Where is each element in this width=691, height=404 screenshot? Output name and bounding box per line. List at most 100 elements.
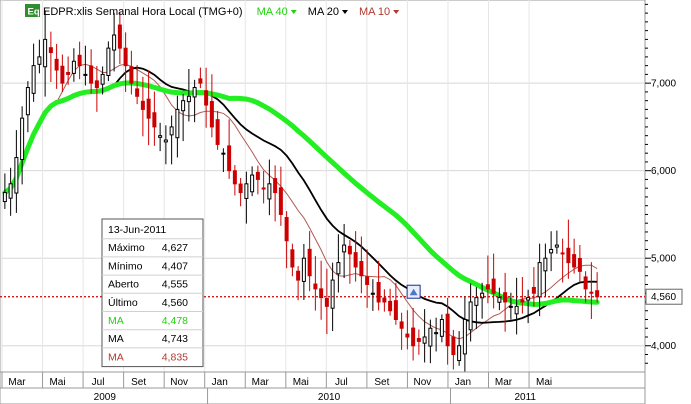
indicator-legend: MA 40 MA 20 MA 10	[257, 6, 400, 18]
candle	[405, 310, 410, 350]
candle	[238, 178, 243, 207]
candle	[531, 267, 536, 307]
y-tick-label: 6,000	[651, 166, 676, 177]
candle	[376, 260, 381, 311]
candle	[370, 279, 375, 311]
candle	[54, 43, 59, 89]
last-value-label: 4,560	[651, 292, 676, 303]
candle	[572, 238, 577, 274]
candle	[186, 68, 191, 122]
candle	[566, 219, 571, 279]
info-row-value: 4,555	[162, 279, 188, 291]
candles	[2, 10, 600, 381]
candle	[457, 331, 462, 366]
candle	[353, 231, 358, 282]
x-month-label: Nov	[414, 377, 432, 388]
x-month-label: Mar	[252, 377, 270, 388]
candle	[284, 211, 289, 269]
candle	[209, 74, 214, 138]
x-month-label: Jan	[212, 377, 228, 388]
candle	[485, 255, 490, 304]
info-row-value: 4,835	[162, 351, 188, 363]
indicator-ma-label[interactable]: MA 20	[308, 6, 339, 18]
candle	[48, 31, 53, 82]
x-month-label: Set	[374, 377, 389, 388]
info-row-value: 4,743	[162, 333, 188, 345]
grid	[0, 0, 645, 372]
candle	[365, 249, 370, 308]
candle	[445, 297, 450, 365]
info-row-label: MA	[108, 315, 124, 327]
candle	[2, 173, 7, 209]
last-value-tag: 4,560	[645, 288, 683, 305]
indicator-ma-label[interactable]: MA 40	[257, 6, 288, 18]
candle	[347, 240, 352, 284]
indicator-ma-label[interactable]: MA 10	[359, 6, 390, 18]
candle	[146, 70, 151, 146]
candle	[468, 283, 473, 342]
candle	[117, 12, 122, 65]
candle	[382, 289, 387, 312]
info-row-label: MA	[108, 333, 124, 345]
candle	[232, 165, 237, 196]
candle	[439, 314, 444, 343]
candle	[411, 307, 416, 361]
candle	[31, 43, 36, 102]
info-row-label: Aberto	[108, 279, 139, 291]
x-month-label: Mai	[536, 377, 552, 388]
candle	[227, 119, 232, 179]
candle	[422, 309, 427, 363]
candle	[192, 79, 197, 123]
candle	[428, 319, 433, 364]
candle	[106, 41, 111, 82]
candle	[250, 166, 255, 197]
candle	[434, 317, 439, 352]
dropdown-arrow-icon[interactable]	[290, 10, 297, 14]
candle	[560, 238, 565, 283]
ma40-line	[2, 80, 600, 308]
candle	[491, 253, 496, 309]
candle	[290, 243, 295, 277]
candle	[462, 295, 467, 381]
info-row-value: 4,407	[162, 260, 188, 272]
x-month-label: Mar	[495, 377, 513, 388]
y-tick-label: 5,000	[651, 254, 676, 265]
candle	[388, 288, 393, 316]
candle	[123, 32, 128, 93]
candle	[267, 159, 272, 216]
x-month-label: Jul	[92, 377, 105, 388]
candle	[215, 110, 220, 150]
dropdown-arrow-icon[interactable]	[393, 10, 400, 14]
candle	[255, 165, 260, 195]
candle	[474, 287, 479, 329]
candle	[359, 236, 364, 294]
candle	[89, 49, 94, 94]
x-year-label: 2009	[94, 392, 117, 403]
candle	[273, 165, 278, 222]
candle	[589, 262, 594, 319]
equity-badge-icon[interactable]	[25, 4, 40, 17]
candle	[163, 125, 168, 165]
candle	[508, 292, 513, 320]
candle	[261, 171, 266, 204]
candle	[112, 12, 117, 72]
candle	[324, 268, 329, 334]
candle	[135, 65, 140, 105]
candle	[83, 45, 88, 86]
y-tick-label: 7,000	[651, 79, 676, 90]
chart-header: Eq EDPR:xlis Semanal Hora Local (TMG+0) …	[25, 4, 400, 18]
info-row-label: Máximo	[108, 242, 145, 254]
candle	[244, 171, 249, 224]
candle	[158, 122, 163, 152]
x-month-label: Jan	[455, 377, 471, 388]
x-month-label: Mai	[293, 377, 309, 388]
info-date: 13-Jun-2011	[108, 224, 166, 236]
info-row-label: Mínimo	[108, 260, 143, 272]
data-info-box: 13-Jun-2011 Máximo 4,627 Mínimo 4,407 Aberto 4…	[101, 218, 204, 368]
candle	[37, 39, 42, 74]
candle	[313, 256, 318, 311]
dropdown-arrow-icon[interactable]	[341, 10, 348, 14]
candle	[43, 10, 48, 97]
candle	[140, 76, 145, 137]
